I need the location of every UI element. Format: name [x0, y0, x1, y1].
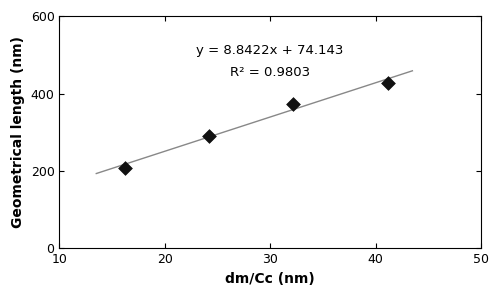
- X-axis label: dm/Cc (nm): dm/Cc (nm): [226, 272, 315, 286]
- Point: [120, 166, 128, 171]
- Point: [290, 101, 298, 106]
- Text: R² = 0.9803: R² = 0.9803: [230, 66, 310, 79]
- Point: [205, 134, 213, 138]
- Y-axis label: Geometrical length (nm): Geometrical length (nm): [11, 36, 25, 228]
- Text: y = 8.8422x + 74.143: y = 8.8422x + 74.143: [196, 45, 344, 57]
- Point: [384, 81, 392, 86]
